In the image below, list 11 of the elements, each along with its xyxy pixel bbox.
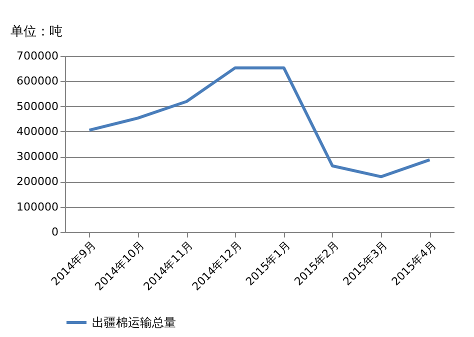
y-axis-title: 单位：吨 <box>10 24 62 40</box>
y-tick-label: 700000 <box>16 50 58 62</box>
y-tick-label: 200000 <box>16 175 58 188</box>
line-series <box>88 66 432 178</box>
y-tick-label: 100000 <box>16 200 58 214</box>
y-tick-label: 500000 <box>16 100 58 113</box>
y-tick-label: 300000 <box>16 150 58 164</box>
y-tick-label: 400000 <box>16 124 58 138</box>
legend-label: 出疆棉运输总量 <box>92 316 176 330</box>
y-tick-label: 0 <box>52 226 58 238</box>
y-tick-label: 600000 <box>16 74 58 88</box>
